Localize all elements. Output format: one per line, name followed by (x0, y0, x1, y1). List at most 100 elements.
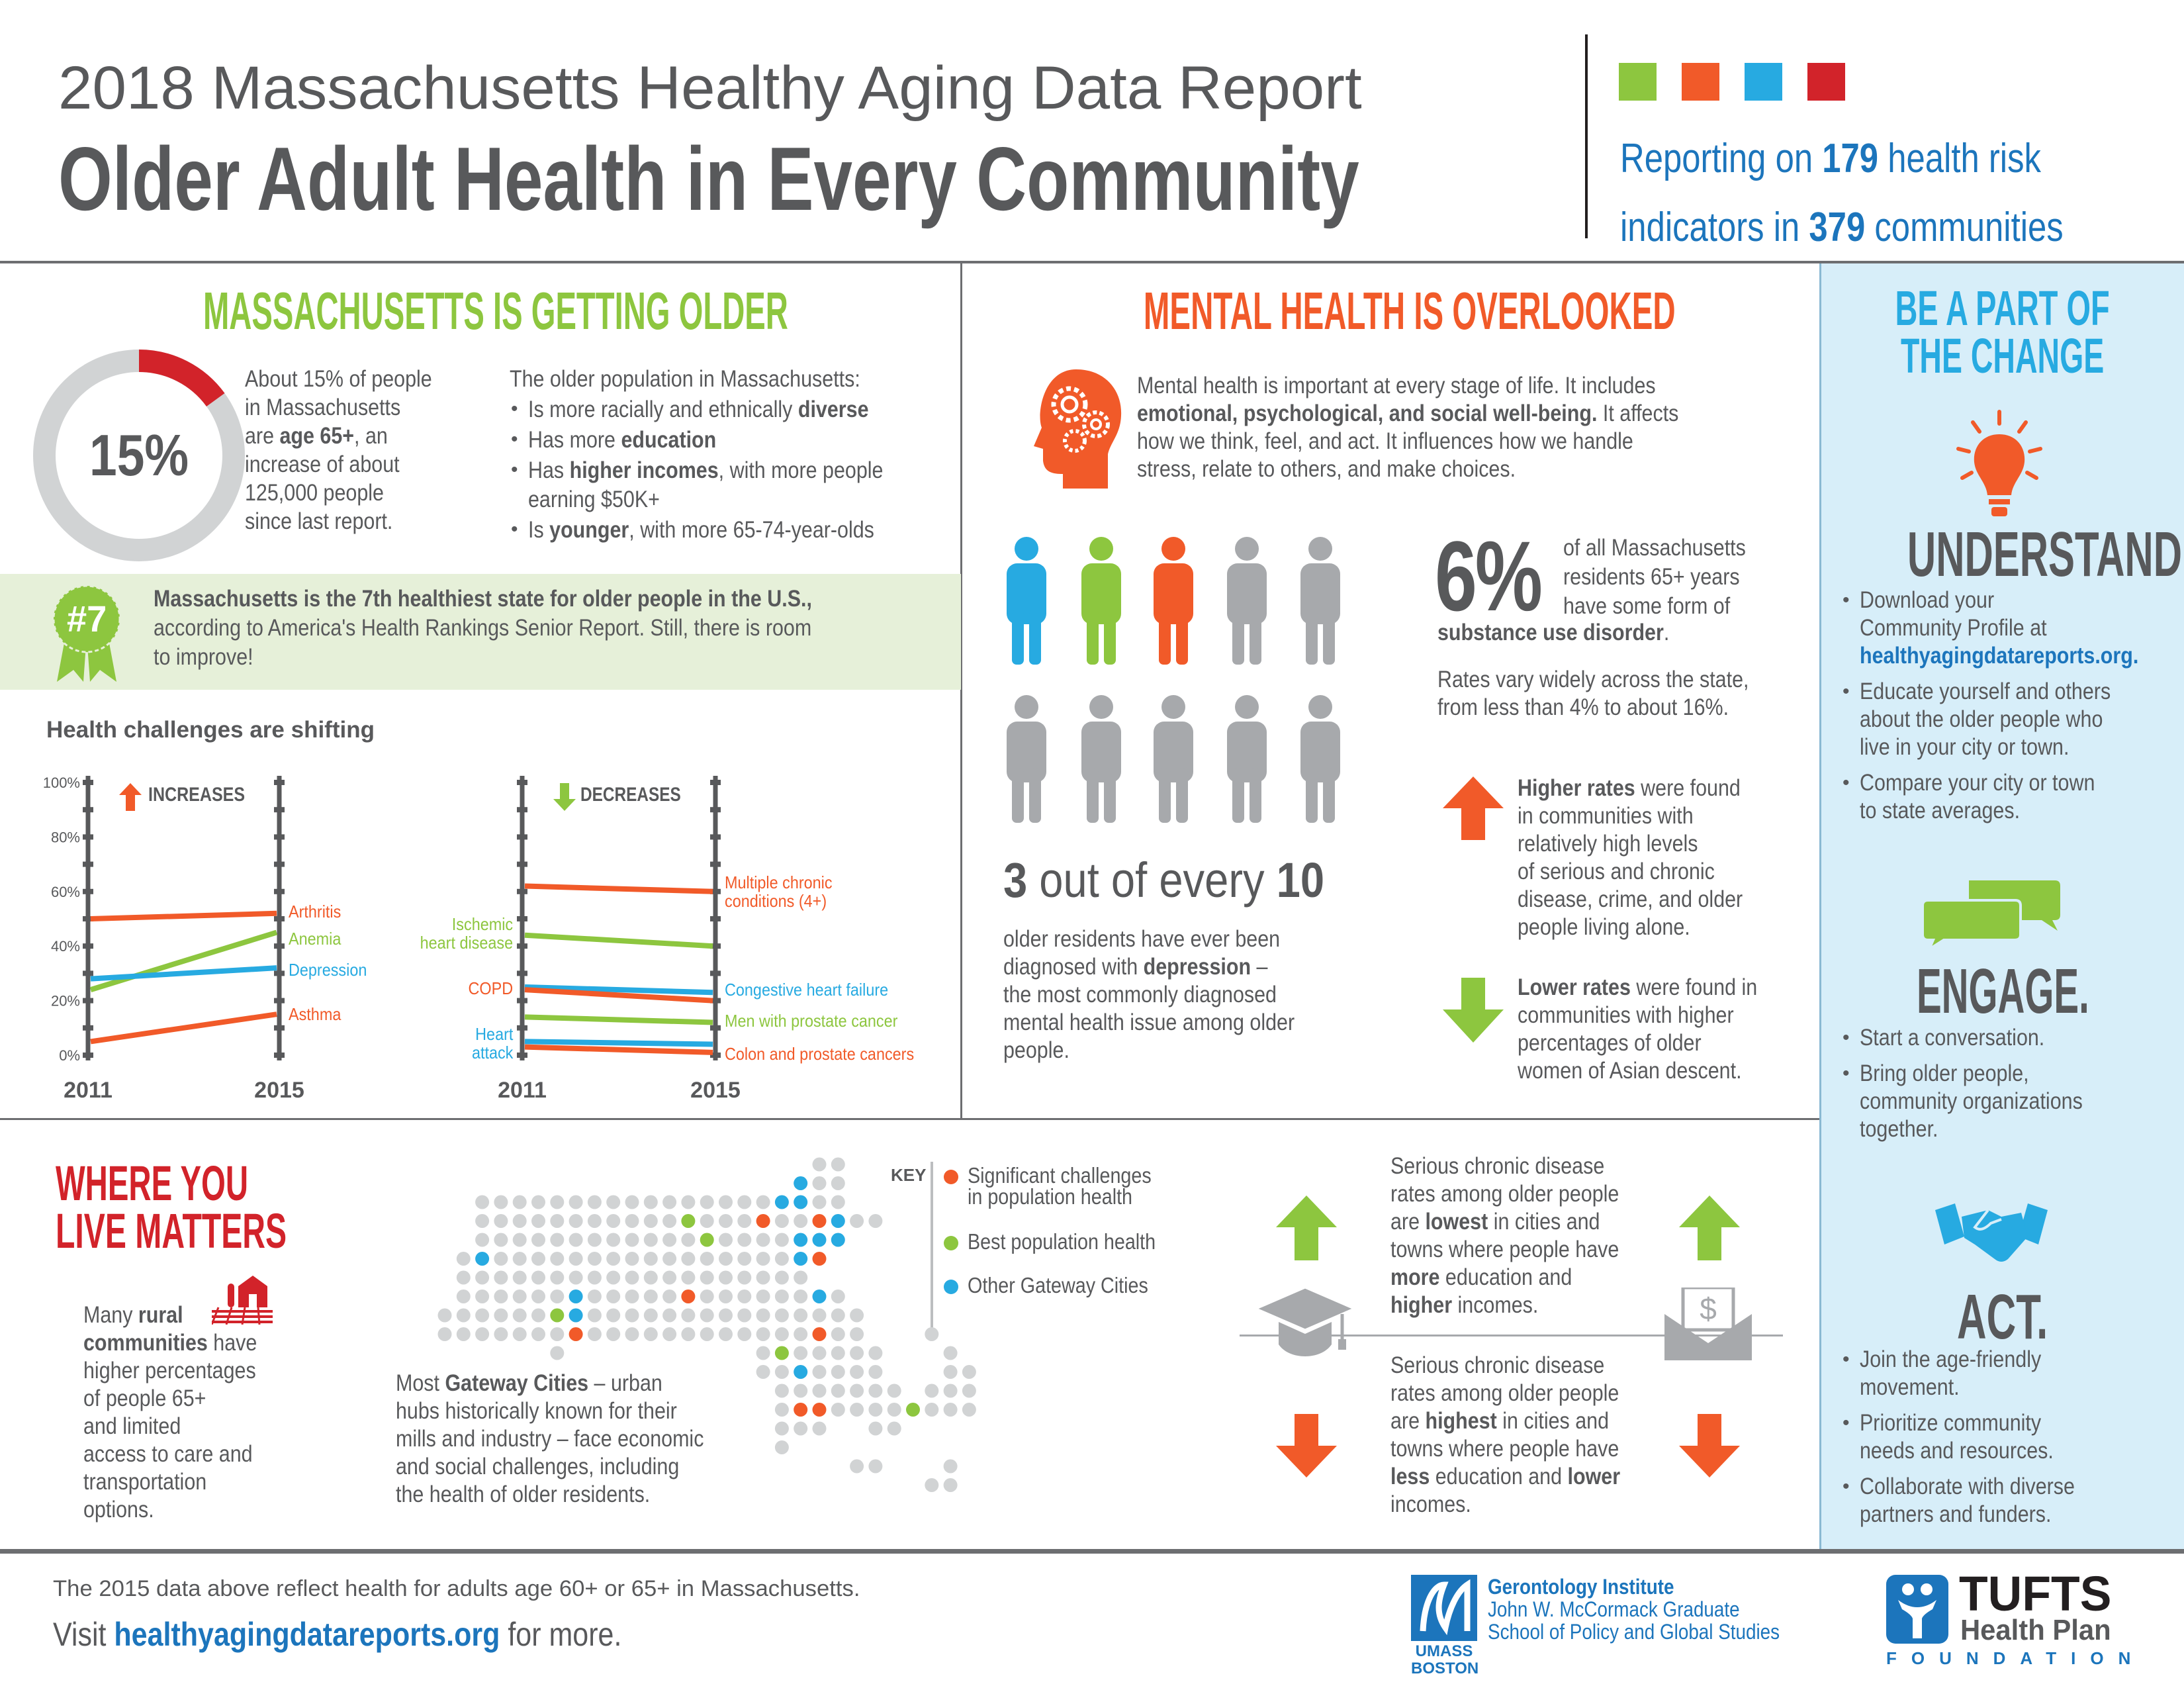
community-dot (606, 1327, 621, 1341)
website-link[interactable]: healthyagingdatareports.org (114, 1616, 500, 1653)
text-segment: , with more 65-74-year-olds (629, 517, 874, 543)
text-line: movement. (1860, 1374, 2075, 1401)
community-dot (531, 1252, 545, 1266)
y-tick-label: 60% (51, 884, 80, 900)
text-segment: access to care and (83, 1441, 253, 1467)
text-line: increase of about (245, 450, 432, 479)
text-segment: from less than 4% to about 16%. (1437, 694, 1729, 720)
community-dot (456, 1289, 471, 1303)
community-dot (531, 1308, 545, 1323)
key-text: in population health (968, 1184, 1133, 1209)
community-dot (606, 1270, 621, 1285)
text-line: according to America's Health Rankings S… (154, 614, 812, 643)
text-line: how we think, feel, and act. It influenc… (1137, 428, 1678, 455)
text-line: The older population in Massachusetts: (510, 365, 884, 393)
text-segment: according to America's Health Rankings S… (154, 615, 812, 641)
text-line: in Massachusetts (245, 393, 432, 422)
community-dot (494, 1289, 508, 1303)
section-heading-wrap: MENTAL HEALTH IS OVERLOOKED (961, 285, 1819, 338)
community-dot (606, 1233, 621, 1247)
axis-tick (710, 970, 721, 976)
engage-title-wrap: ENGAGE. (1821, 960, 2184, 1023)
community-dot (831, 1327, 845, 1341)
community-dot (868, 1365, 883, 1379)
key-text: Best population health (968, 1229, 1156, 1254)
community-dot (812, 1403, 827, 1417)
series-line (524, 987, 713, 1004)
community-dot (531, 1214, 545, 1228)
text-segment: were found (1635, 775, 1741, 801)
series-label: COPD (468, 978, 513, 999)
community-dot (569, 1214, 583, 1228)
community-dot (756, 1308, 770, 1323)
text-segment: towns where people have (1390, 1436, 1619, 1462)
community-dot (531, 1195, 545, 1209)
substance-stat-wrap: 6% (1435, 526, 1573, 626)
community-dot (850, 1346, 864, 1360)
axis-tick (274, 1025, 285, 1031)
community-dot (794, 1308, 808, 1323)
tufts-logo (1886, 1575, 1948, 1644)
community-dot (831, 1176, 845, 1190)
text-segment: , an (354, 423, 388, 449)
community-dot (831, 1214, 845, 1228)
axis-tick (83, 998, 93, 1004)
text-segment: education (621, 427, 717, 453)
community-dot (850, 1308, 864, 1323)
text-line: Start a conversation. (1860, 1024, 2083, 1052)
text-line: from less than 4% to about 16%. (1437, 694, 1749, 722)
tufts-name: TUFTS (1959, 1566, 2112, 1621)
text-segment: About 15% of people (245, 366, 432, 392)
gateway-text: Most Gateway Cities – urban hubs historic… (396, 1370, 750, 1509)
community-dot (494, 1214, 508, 1228)
community-dot (587, 1214, 602, 1228)
community-dot (625, 1289, 639, 1303)
text-segment: 125,000 people (245, 480, 384, 506)
text-segment: more (1390, 1264, 1440, 1290)
series-label: Ischemic heart disease (420, 914, 513, 953)
community-dot (569, 1327, 583, 1341)
community-dot (794, 1176, 808, 1190)
community-dot (906, 1403, 920, 1417)
footer-visit: Visit healthyagingdatareports.org for mo… (53, 1615, 714, 1654)
chronic-lowest-text: Serious chronic disease rates among older… (1390, 1152, 1653, 1319)
axis-tick (83, 943, 93, 949)
person-icon (1007, 537, 1046, 665)
community-dot (681, 1308, 696, 1323)
text-line: partners and funders. (1860, 1501, 2075, 1528)
umass-m-icon (1420, 1579, 1471, 1636)
text-segment: people. (1003, 1037, 1069, 1063)
footer-note: The 2015 data above reflect health for a… (53, 1576, 860, 1601)
community-dot (662, 1270, 677, 1285)
text-segment: communities (83, 1330, 208, 1356)
text-segment: depression (1143, 954, 1251, 980)
person-icon (1227, 695, 1267, 823)
text-segment: Reporting on (1620, 136, 1823, 181)
community-dot (737, 1289, 752, 1303)
community-dot (831, 1289, 845, 1303)
report-title: 2018 Massachusetts Healthy Aging Data Re… (58, 52, 1382, 124)
text-segment: and limited (83, 1413, 181, 1439)
website-link[interactable]: healthyagingdatareports.org. (1860, 643, 2139, 669)
footer-rule (0, 1549, 2184, 1554)
text-line: access to care and (83, 1440, 257, 1468)
community-dot (794, 1383, 808, 1398)
text-line: needs and resources. (1860, 1437, 2075, 1465)
green-dot-icon (944, 1236, 958, 1250)
community-dot (662, 1308, 677, 1323)
series-line (524, 984, 713, 996)
axis-tick (274, 888, 285, 894)
community-dot (550, 1233, 565, 1247)
act-title-wrap: ACT. (1821, 1286, 2184, 1349)
text-line: relatively high levels (1518, 830, 1743, 858)
community-dot (774, 1365, 789, 1379)
axis-tick (517, 970, 527, 976)
text-segment: the most commonly diagnosed (1003, 982, 1277, 1008)
axis-tick (710, 780, 721, 785)
older-population-intro: The older population in Massachusetts: (510, 365, 940, 393)
orange-dot-icon (944, 1170, 958, 1184)
text-line: older residents have ever been (1003, 925, 1295, 953)
